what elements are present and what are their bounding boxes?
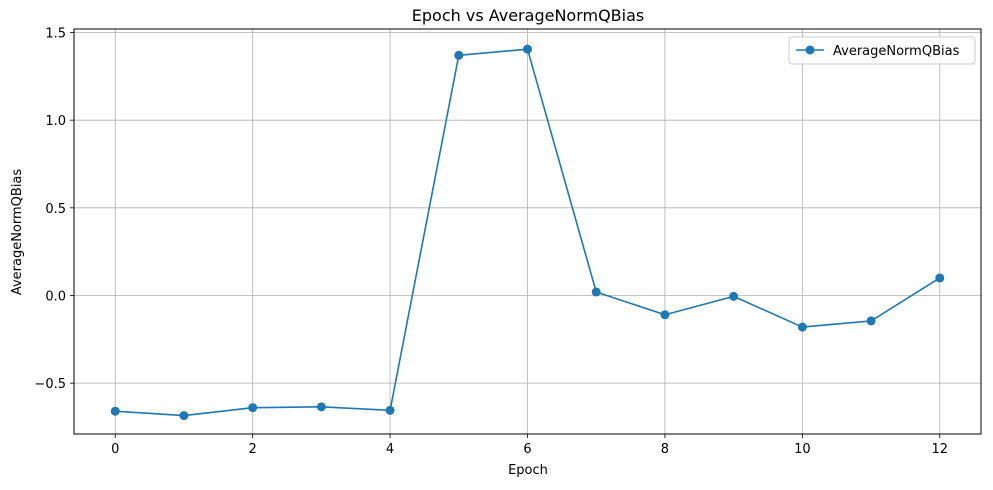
x-tick-label: 6	[523, 442, 531, 457]
x-tick-label: 0	[111, 442, 119, 457]
series-layer	[110, 44, 945, 421]
x-tick-label: 8	[661, 442, 669, 457]
legend-label: AverageNormQBias	[833, 44, 960, 59]
x-tick-label: 10	[794, 442, 811, 457]
data-point	[729, 291, 739, 301]
data-point	[591, 287, 601, 297]
data-point	[385, 405, 395, 415]
y-axis-label: AverageNormQBias	[10, 169, 25, 296]
y-tick-label: 1.0	[45, 114, 66, 129]
y-tick-label: 0.5	[45, 202, 66, 217]
y-tick-label: 1.5	[45, 27, 66, 42]
data-point	[935, 273, 945, 283]
data-point	[866, 316, 876, 326]
legend-box	[788, 36, 976, 65]
y-axis-ticks: −0.5 0.0 0.5 1.0 1.5	[34, 27, 74, 392]
y-tick-label: −0.5	[34, 377, 66, 392]
legend-marker-swatch	[805, 45, 815, 55]
data-point	[797, 322, 807, 332]
x-axis-label: Epoch	[508, 463, 548, 478]
data-point	[316, 402, 326, 412]
x-tick-label: 4	[386, 442, 394, 457]
legend: AverageNormQBias	[788, 36, 976, 65]
grid-lines	[74, 29, 981, 434]
data-point	[660, 310, 670, 320]
plot-frame	[73, 28, 982, 435]
x-tick-label: 12	[931, 442, 948, 457]
x-axis-ticks: 0 2 4 6 8 10 12	[111, 434, 948, 457]
y-tick-label: 0.0	[45, 289, 66, 304]
data-point	[454, 50, 464, 60]
data-point	[523, 44, 532, 54]
chart-title: Epoch vs AverageNormQBias	[412, 6, 644, 25]
data-point	[110, 406, 120, 416]
data-point	[248, 403, 258, 413]
data-point	[179, 411, 189, 421]
x-tick-label: 2	[249, 442, 257, 457]
